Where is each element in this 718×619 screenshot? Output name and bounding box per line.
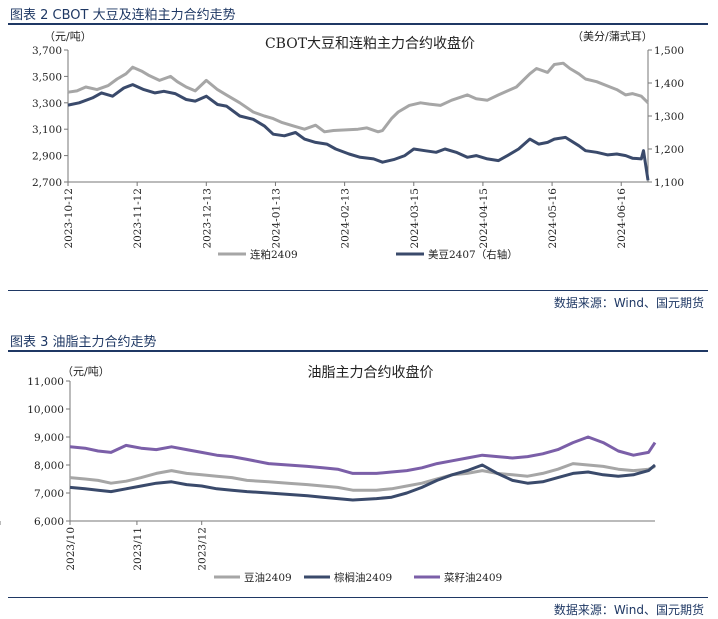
y-tick-label-right: 1,500 — [654, 45, 684, 57]
chart-title: 油脂主力合约收盘价 — [308, 364, 434, 381]
figure-3-source: 数据来源：Wind、国元期货 — [553, 603, 704, 617]
y-tick-label-left: 2,700 — [32, 177, 62, 189]
y-tick-label-left: 3,100 — [32, 124, 62, 136]
x-tick-label: 2023/10 — [65, 527, 77, 571]
chart-cbot-soybean-meal: CBOT大豆和连粕主力合约收盘价 （元/吨） （美分/蒲式耳） 2,700 2,900 3… — [32, 29, 684, 261]
y-tick-label-right: 1,400 — [654, 78, 684, 90]
y-tick-label: 8,000 — [34, 460, 64, 472]
x-tick-label: 2024-05-16 — [547, 188, 559, 249]
y-tick-label: 9,000 — [34, 432, 64, 444]
figure-2-title: 图表 2 CBOT 大豆及连粕主力合约走势 — [10, 8, 236, 23]
x-tick-label: 2024-02-13 — [340, 188, 352, 249]
figure-2-bottom-rule — [8, 290, 708, 291]
y-tick-label: 7,000 — [34, 488, 64, 500]
x-tick-label: 2024-04-15 — [478, 188, 490, 249]
x-tick-label: 2023/11 — [132, 527, 144, 571]
legend-label: 豆油2409 — [244, 571, 292, 584]
y-tick-label-left: 3,700 — [32, 45, 62, 57]
x-tick-label: 2024-01-13 — [270, 188, 282, 249]
y-axis-unit: （元/吨） — [62, 365, 110, 378]
chart-oils: 油脂主力合约收盘价 （元/吨） 6,000 7,000 8,000 9,000 10,000… — [0, 364, 657, 584]
x-tick-label: 2024-06-16 — [616, 188, 628, 249]
y-axis-left-unit: （元/吨） — [44, 30, 92, 43]
figure-3-top-rule — [8, 350, 708, 352]
figure-2-source: 数据来源：Wind、国元期货 — [553, 296, 704, 310]
figure-2-top-rule — [8, 23, 708, 25]
x-tick-label: 2024-03-15 — [409, 188, 421, 249]
y-tick-label-right: 1,200 — [654, 144, 684, 156]
series-line-soybean — [67, 83, 650, 181]
y-tick-label: 11,000 — [27, 376, 64, 388]
series-line-rapeseed-oil — [69, 435, 657, 475]
legend-label: 菜籽油2409 — [444, 571, 502, 584]
x-tick-label: 2023-12-13 — [201, 188, 213, 249]
y-tick-label-left: 3,300 — [32, 98, 62, 110]
y-tick-label-right: 1,300 — [654, 111, 684, 123]
series-line-meal — [67, 61, 650, 134]
y-tick-label-left: 3,500 — [32, 71, 62, 83]
legend-label: 连粕2409 — [250, 248, 298, 261]
y-axis-right-unit: （美分/蒲式耳） — [572, 29, 653, 43]
chart-title: CBOT大豆和连粕主力合约收盘价 — [265, 35, 475, 52]
y-tick-label: 6,000 — [34, 516, 64, 528]
series-line-soybean-oil — [69, 462, 656, 492]
legend-label: 棕榈油2409 — [334, 571, 392, 584]
legend-label: 美豆2407（右轴） — [428, 248, 518, 261]
x-tick-label: 2023-10-12 — [63, 188, 75, 249]
series-line-palm-oil — [69, 463, 656, 502]
x-tick-label: 2023-11-12 — [132, 188, 144, 249]
figure-3-title: 图表 3 油脂主力合约走势 — [10, 335, 157, 350]
y-tick-label-left: 2,900 — [32, 151, 62, 163]
y-tick-label: 10,000 — [27, 404, 64, 416]
figure-3-bottom-rule — [8, 597, 708, 598]
x-tick-label: 2023/12 — [197, 527, 209, 571]
y-tick-label-right: 1,100 — [654, 177, 684, 189]
